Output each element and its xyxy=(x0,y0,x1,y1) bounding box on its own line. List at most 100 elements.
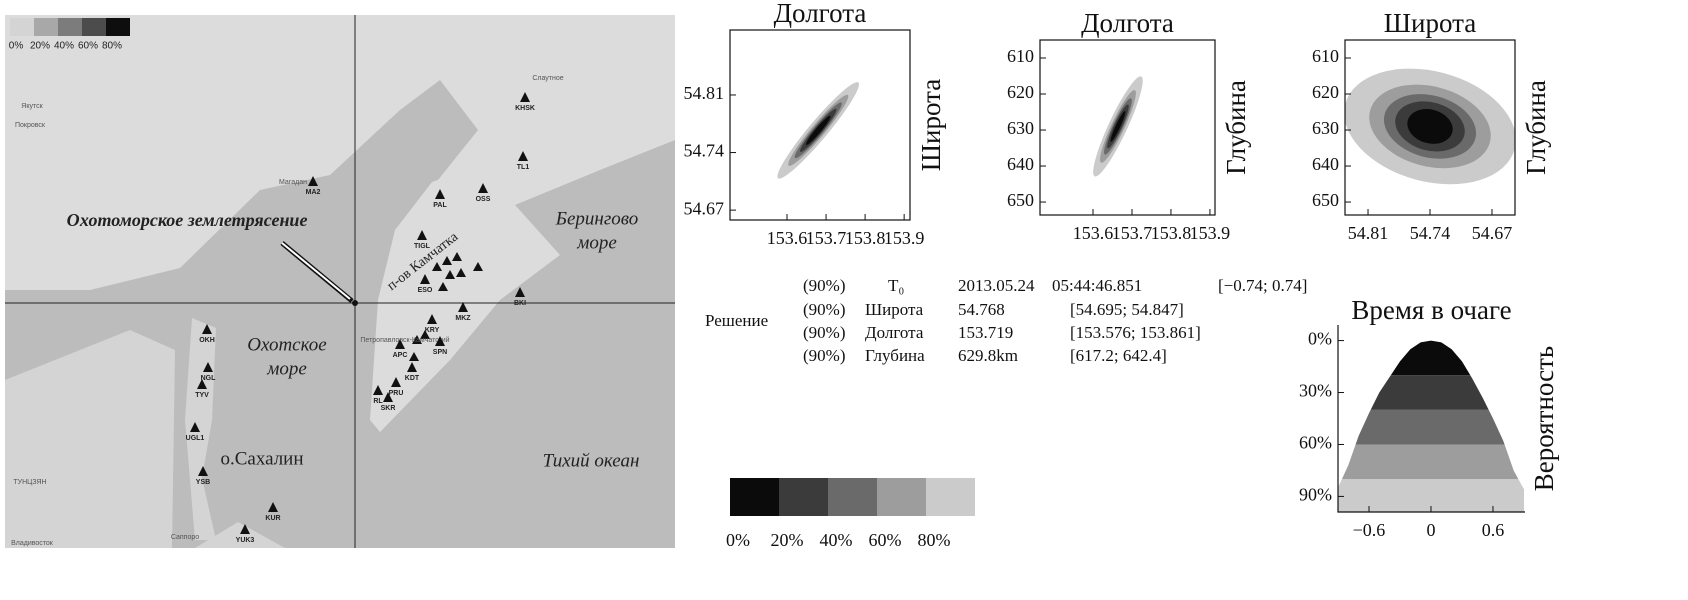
legend-label: 80% xyxy=(102,41,122,52)
contour-level xyxy=(1110,111,1126,142)
station-label: ESO xyxy=(418,287,433,294)
map: 0% 20% 40% 60% 80% Охотоморское землетрясени… xyxy=(5,15,675,548)
station-cluster xyxy=(409,252,483,361)
solution-cell: 2013.05.24 xyxy=(958,276,1035,295)
station-label: PAL xyxy=(433,202,447,209)
land xyxy=(5,330,175,548)
station xyxy=(268,502,278,512)
epicenter xyxy=(352,300,358,306)
station xyxy=(458,302,468,312)
contour-level xyxy=(805,115,831,145)
station xyxy=(407,362,417,372)
solution-cell: [−0.74; 0.74] xyxy=(1218,276,1307,295)
y-axis-label: Глубина xyxy=(1521,80,1551,175)
probability-band xyxy=(1338,340,1524,376)
solution-cell: [54.695; 54.847] xyxy=(1070,300,1184,319)
y-tick-label: 620 xyxy=(1007,82,1034,102)
legend-swatch xyxy=(82,18,106,36)
x-axis-label: Широта xyxy=(1384,8,1476,38)
solution-cell: Глубина xyxy=(865,346,925,365)
solution-cell: (90%) xyxy=(803,346,845,365)
sea-label: Охотское xyxy=(247,334,326,355)
station-label: APC xyxy=(393,352,408,359)
sea-label: море xyxy=(576,232,617,253)
bands xyxy=(1338,340,1524,512)
town-label: Слаутное xyxy=(532,75,563,82)
legend-label: 40% xyxy=(54,41,74,52)
station-label: SPN xyxy=(433,349,447,356)
x-tick-label: 54.74 xyxy=(1410,223,1451,243)
x-tick-label: 54.67 xyxy=(1472,223,1513,243)
solution: Решение (90%) T₀ 2013.05.24 05:44:46.851 [−0… xyxy=(705,276,1307,365)
colorbar-swatch xyxy=(926,478,975,516)
y-tick-label: 54.81 xyxy=(684,83,725,103)
x-axis-label: Долгота xyxy=(774,0,867,28)
station-label: MKZ xyxy=(455,315,471,322)
legend-label: 60% xyxy=(78,41,98,52)
legend-label: 0% xyxy=(9,41,24,52)
colorbar-swatch xyxy=(877,478,926,516)
solution-cell: [153.576; 153.861] xyxy=(1070,323,1201,342)
station-label: OSS xyxy=(476,196,491,203)
colorbar-label: 0% xyxy=(726,530,750,550)
station xyxy=(383,392,393,402)
station-label: OKH xyxy=(199,337,215,344)
y-tick-label: 60% xyxy=(1299,433,1332,453)
station-label: KRY xyxy=(425,327,440,334)
sea-label: Берингово xyxy=(555,208,638,229)
y-tick-label: 90% xyxy=(1299,485,1332,505)
town-label: Саппоро xyxy=(171,534,199,541)
town-label: Якутск xyxy=(21,103,43,110)
colorbar-label: 80% xyxy=(918,530,951,550)
station-label: BKI xyxy=(514,300,526,307)
legend-swatch xyxy=(10,18,34,36)
station xyxy=(373,385,383,395)
station-label: NGL xyxy=(201,375,217,382)
station xyxy=(190,422,200,432)
station xyxy=(435,336,445,346)
station xyxy=(395,339,405,349)
contour-level xyxy=(1407,109,1453,144)
station xyxy=(515,287,525,297)
x-tick-label: 153.8 xyxy=(1151,223,1192,243)
x-tick-label: 153.9 xyxy=(884,228,925,248)
station xyxy=(198,466,208,476)
station xyxy=(478,183,488,193)
x-tick-label: 153.7 xyxy=(1112,223,1153,243)
station-label: YSB xyxy=(196,479,210,486)
x-axis-label: Долгота xyxy=(1081,8,1174,38)
y-tick-label: 650 xyxy=(1312,190,1339,210)
x-tick-label: 54.81 xyxy=(1348,223,1389,243)
station-label: UGL1 xyxy=(186,435,205,442)
town-label: ТУНЦЗЯН xyxy=(13,479,46,486)
solution-cell: 629.8km xyxy=(958,346,1018,365)
station xyxy=(240,524,250,534)
station-label: TIGL xyxy=(414,243,431,250)
x-tick-label: 153.7 xyxy=(806,228,847,248)
solution-cell: T₀ xyxy=(888,276,904,295)
plot-frame xyxy=(1337,325,1525,513)
event-label: Охотоморское землетрясение xyxy=(67,210,308,230)
colorbar-label: 60% xyxy=(869,530,902,550)
probability-band xyxy=(1338,479,1524,512)
contours xyxy=(777,82,860,179)
station-label: KUR xyxy=(265,515,280,522)
station xyxy=(202,324,212,334)
town-label: Покровск xyxy=(15,122,46,129)
legend-swatch xyxy=(106,18,130,36)
station xyxy=(417,230,427,240)
y-tick-label: 650 xyxy=(1007,190,1034,210)
y-tick-label: 54.74 xyxy=(684,141,725,161)
ocean-label: Тихий океан xyxy=(543,450,640,471)
x-tick-label: 153.9 xyxy=(1190,223,1231,243)
colorbar: 0% 20% 40% 60% 80% xyxy=(726,478,975,550)
arrow xyxy=(281,242,351,300)
station-label: YUK3 xyxy=(236,537,255,544)
land xyxy=(185,318,216,540)
charts: ДолготаШирота153.6153.7153.8153.954.6754… xyxy=(684,0,1560,540)
y-tick-label: 630 xyxy=(1312,118,1339,138)
island-label: о.Сахалин xyxy=(220,448,303,469)
station-label: TYV xyxy=(195,392,209,399)
